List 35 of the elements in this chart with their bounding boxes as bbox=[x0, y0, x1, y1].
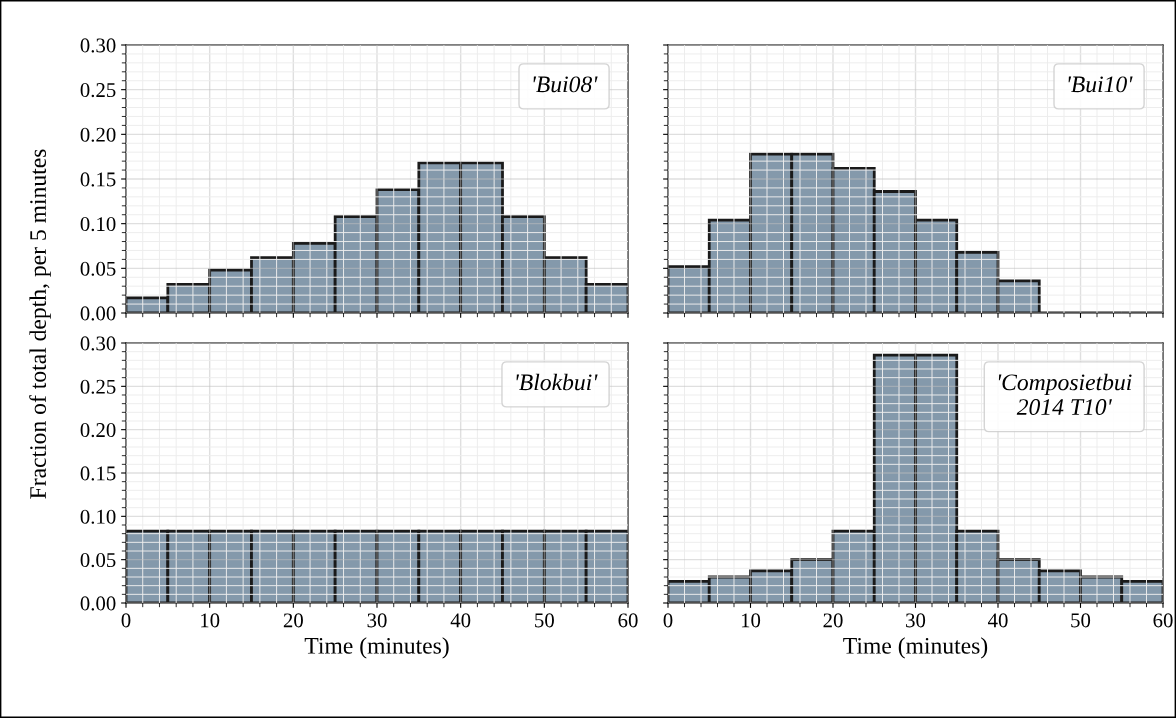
x-tick-label: 40 bbox=[450, 613, 471, 628]
x-tick-label: 60 bbox=[1153, 613, 1173, 628]
x-tick-label: 60 bbox=[618, 613, 638, 628]
y-tick-label: 0.15 bbox=[80, 172, 116, 187]
x-tick-label: 0 bbox=[121, 613, 131, 628]
annotation: 'Bui10' bbox=[1068, 76, 1133, 93]
y-axis-title: Fraction of total depth, per 5 minutes bbox=[29, 149, 51, 499]
x-tick-label: 30 bbox=[906, 613, 926, 628]
y-tick-label: 0.10 bbox=[80, 509, 116, 524]
y-tick-label: 0.25 bbox=[80, 379, 116, 394]
y-tick-label: 0.30 bbox=[80, 38, 116, 53]
y-tick-label: 0.00 bbox=[80, 306, 116, 321]
y-tick-label: 0.05 bbox=[80, 553, 116, 568]
x-axis-title: Time (minutes) bbox=[304, 637, 449, 659]
x-tick-label: 20 bbox=[283, 613, 303, 628]
y-tick-label: 0.05 bbox=[80, 261, 116, 276]
x-tick-label: 10 bbox=[201, 613, 220, 628]
y-tick-label: 0.00 bbox=[80, 596, 116, 611]
x-tick-label: 40 bbox=[987, 613, 1008, 628]
annotation: 'Bui08' bbox=[533, 76, 598, 93]
y-tick-label: 0.30 bbox=[80, 336, 116, 351]
x-tick-label: 30 bbox=[367, 613, 387, 628]
y-tick-label: 0.15 bbox=[80, 466, 116, 481]
x-tick-label: 0 bbox=[663, 613, 673, 628]
x-axis-title: Time (minutes) bbox=[843, 637, 988, 659]
y-tick-label: 0.20 bbox=[80, 127, 116, 142]
x-tick-label: 10 bbox=[741, 613, 761, 628]
x-tick-label: 20 bbox=[823, 613, 843, 628]
x-tick-label: 50 bbox=[535, 613, 554, 628]
x-tick-label: 50 bbox=[1071, 613, 1091, 628]
annotation: 'Blokbui' bbox=[516, 373, 598, 391]
annotation: 'Composietbui 2014 T10' bbox=[998, 373, 1132, 415]
y-tick-label: 0.10 bbox=[80, 217, 116, 232]
y-tick-label: 0.20 bbox=[80, 423, 116, 438]
y-tick-label: 0.25 bbox=[80, 83, 116, 98]
